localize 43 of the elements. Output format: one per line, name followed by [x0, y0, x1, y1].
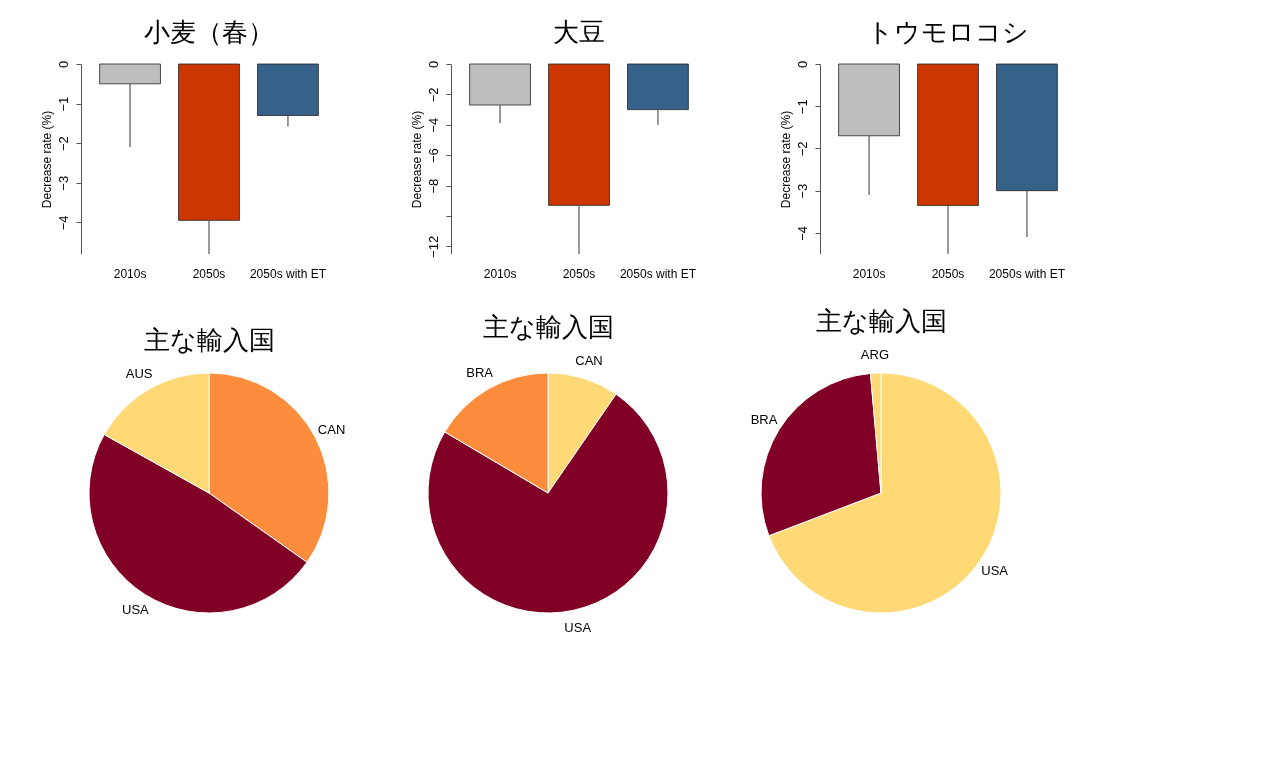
y-tick-label: 0: [425, 60, 441, 69]
slice-label: ARG: [860, 347, 890, 363]
slice-label: BRA: [466, 365, 494, 381]
y-tick-label: −3: [794, 183, 810, 199]
chart-title: 主な輸入国: [482, 312, 614, 343]
x-tick-label: 2050s: [931, 266, 965, 281]
chart-title: トウモロコシ: [867, 17, 1029, 48]
x-tick-label: 2050s with ET: [988, 266, 1066, 281]
y-axis-title: Decrease rate (%): [39, 110, 54, 209]
chart-title: 小麦（春）: [144, 17, 274, 48]
y-tick-label: −4: [794, 225, 810, 241]
y-tick-label: −4: [425, 117, 441, 133]
y-tick-label: 0: [55, 60, 71, 69]
x-tick-label: 2050s with ET: [249, 266, 327, 281]
slice-label: USA: [122, 601, 150, 617]
y-tick-label: −2: [55, 136, 71, 152]
chart-title: 主な輸入国: [815, 306, 947, 337]
y-tick-label: −1: [794, 99, 810, 115]
y-tick-label: −3: [55, 175, 71, 191]
y-tick-label: −8: [425, 178, 441, 194]
y-tick-label: −1: [55, 96, 71, 112]
slice-label: USA: [981, 563, 1009, 579]
y-tick-label: −4: [55, 215, 71, 231]
y-tick-label: −12: [425, 235, 441, 258]
x-tick-label: 2050s: [192, 266, 226, 281]
x-tick-label: 2050s with ET: [619, 266, 697, 281]
slice-label: CAN: [575, 353, 603, 369]
chart-title: 大豆: [553, 17, 605, 48]
y-axis-title: Decrease rate (%): [778, 110, 793, 209]
chart-title: 主な輸入国: [143, 325, 275, 355]
y-tick-label: 0: [794, 60, 810, 69]
y-axis-title: Decrease rate (%): [409, 110, 424, 209]
y-tick-label: −2: [794, 141, 810, 157]
x-tick-label: 2010s: [483, 266, 517, 281]
slice-label: BRA: [750, 411, 778, 427]
x-tick-label: 2010s: [852, 266, 886, 281]
y-tick-label: −2: [425, 87, 441, 103]
x-tick-label: 2010s: [113, 266, 147, 281]
slice-label: AUS: [125, 366, 153, 381]
y-tick-label: −6: [425, 148, 441, 164]
x-tick-label: 2050s: [562, 266, 596, 281]
slice-label: CAN: [317, 421, 346, 437]
slice-label: USA: [564, 619, 592, 635]
